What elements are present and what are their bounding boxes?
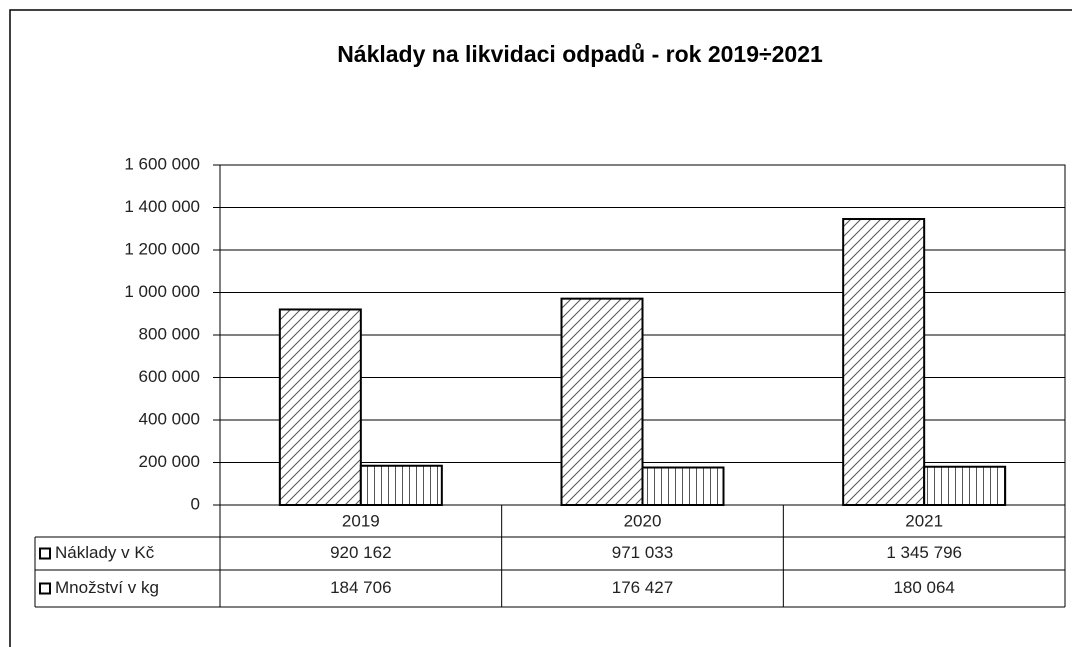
x-tick-label: 2021 [905,511,943,530]
bar [359,464,443,506]
y-tick-label: 800 000 [139,324,200,343]
bar [278,308,362,506]
legend-key [39,547,51,560]
bar [842,218,926,507]
bar [923,465,1007,506]
y-tick-label: 400 000 [139,409,200,428]
legend-label: Množství v kg [55,578,159,597]
y-tick-label: 1 400 000 [124,197,200,216]
chart-title: Náklady na likvidaci odpadů - rok 2019÷2… [337,41,823,67]
y-tick-label: 1 200 000 [124,239,200,258]
y-tick-label: 0 [191,494,200,513]
bar [560,297,644,506]
table-value: 180 064 [893,578,954,597]
table-value: 176 427 [612,578,673,597]
y-tick-label: 200 000 [139,452,200,471]
table-value: 920 162 [330,543,391,562]
chart-border [9,9,1072,647]
y-tick-label: 600 000 [139,367,200,386]
table-value: 184 706 [330,578,391,597]
x-tick-label: 2019 [342,511,380,530]
legend-label: Náklady v Kč [55,543,155,562]
x-tick-label: 2020 [624,511,662,530]
y-tick-label: 1 600 000 [124,154,200,173]
y-tick-label: 1 000 000 [124,282,200,301]
table-value: 971 033 [612,543,673,562]
table-value: 1 345 796 [886,543,962,562]
legend-key [39,582,51,595]
bar [641,466,725,507]
